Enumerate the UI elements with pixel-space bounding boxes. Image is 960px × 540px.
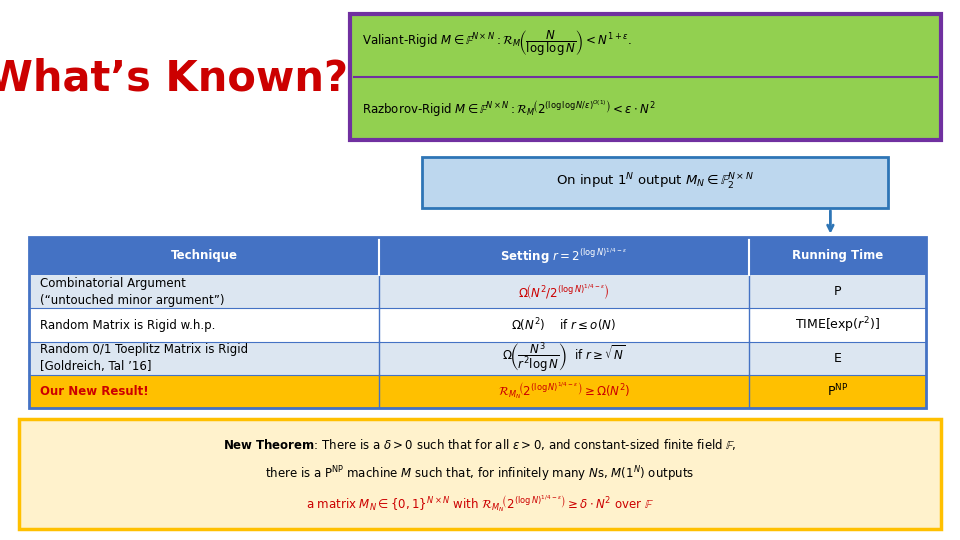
FancyBboxPatch shape xyxy=(350,14,941,140)
Text: On input $1^N$ output $M_N \in \mathbb{F}_2^{N\times N}$: On input $1^N$ output $M_N \in \mathbb{F… xyxy=(556,172,755,192)
Text: $\Omega(N^2)\quad$ if $r \leq o(N)$: $\Omega(N^2)\quad$ if $r \leq o(N)$ xyxy=(512,316,616,334)
FancyBboxPatch shape xyxy=(29,375,926,408)
FancyBboxPatch shape xyxy=(29,237,926,275)
Text: Setting $r = 2^{(\log N)^{1/4-\varepsilon}}$: Setting $r = 2^{(\log N)^{1/4-\varepsilo… xyxy=(500,246,628,266)
Text: a matrix $M_N \in \{0,1\}^{N\times N}$ with $\mathcal{R}_{M_N}\!\left(2^{(\log N: a matrix $M_N \in \{0,1\}^{N\times N}$ w… xyxy=(306,493,654,514)
Text: $\Omega\!\left(N^2/2^{(\log N)^{1/4-\varepsilon}}\right)$: $\Omega\!\left(N^2/2^{(\log N)^{1/4-\var… xyxy=(518,282,610,301)
FancyBboxPatch shape xyxy=(29,275,926,308)
Text: Running Time: Running Time xyxy=(792,249,883,262)
Text: P: P xyxy=(834,286,841,299)
Text: What’s Known?: What’s Known? xyxy=(0,57,348,99)
FancyBboxPatch shape xyxy=(422,157,888,208)
Text: there is a P$^{\mathrm{NP}}$ machine $M$ such that, for infinitely many $N$s, $M: there is a P$^{\mathrm{NP}}$ machine $M$… xyxy=(265,464,695,484)
Text: Our New Result!: Our New Result! xyxy=(40,384,149,397)
Text: Combinatorial Argument
(“untouched minor argument”): Combinatorial Argument (“untouched minor… xyxy=(40,277,225,307)
Text: Razborov-Rigid $M \in \mathbb{F}^{N\times N}: \mathcal{R}_M\!\left(2^{(\log\log : Razborov-Rigid $M \in \mathbb{F}^{N\time… xyxy=(362,99,656,119)
Text: E: E xyxy=(833,352,842,365)
Text: Valiant-Rigid $M \in \mathbb{F}^{N\times N}: \mathcal{R}_M\!\left(\dfrac{N}{\log: Valiant-Rigid $M \in \mathbb{F}^{N\times… xyxy=(362,28,632,58)
Text: $\bf{New\ Theorem}$: There is a $\delta > 0$ such that for all $\varepsilon > 0$: $\bf{New\ Theorem}$: There is a $\delta … xyxy=(224,437,736,452)
Text: Random 0/1 Toeplitz Matrix is Rigid
[Goldreich, Tal ’16]: Random 0/1 Toeplitz Matrix is Rigid [Gol… xyxy=(40,343,249,373)
Text: TIME[$\exp(r^2)$]: TIME[$\exp(r^2)$] xyxy=(795,315,880,335)
Text: Random Matrix is Rigid w.h.p.: Random Matrix is Rigid w.h.p. xyxy=(40,319,216,332)
FancyBboxPatch shape xyxy=(29,308,926,342)
FancyBboxPatch shape xyxy=(19,418,941,529)
FancyBboxPatch shape xyxy=(29,341,926,375)
Text: $\mathcal{R}_{M_N}\!\left(2^{(\log N)^{1/4-\varepsilon}}\right) \geq \Omega(N^2): $\mathcal{R}_{M_N}\!\left(2^{(\log N)^{1… xyxy=(497,381,631,401)
Text: P$^{\mathrm{NP}}$: P$^{\mathrm{NP}}$ xyxy=(827,383,849,400)
Text: Technique: Technique xyxy=(171,249,237,262)
Text: $\Omega\!\left(\dfrac{N^3}{r^2 \log N}\right)\;$ if $r \geq \sqrt{N}$: $\Omega\!\left(\dfrac{N^3}{r^2 \log N}\r… xyxy=(502,341,626,375)
